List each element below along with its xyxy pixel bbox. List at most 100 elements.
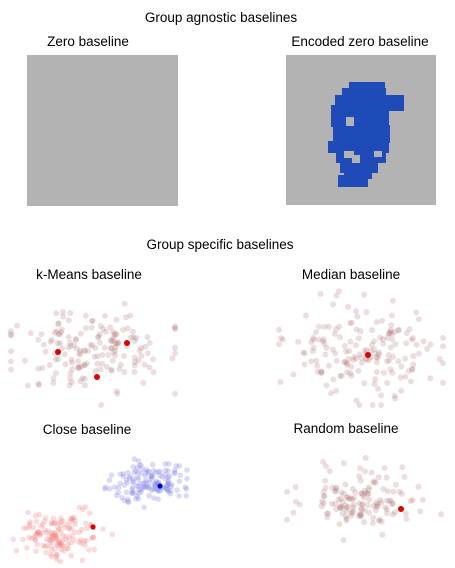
scatter-point (392, 341, 399, 348)
scatter-point (8, 366, 14, 373)
scatter-point (85, 347, 92, 354)
scatter-point (401, 473, 408, 480)
scatter-point (329, 346, 336, 353)
scatter-point (150, 467, 157, 474)
scatter-point (155, 488, 161, 494)
scatter-point (53, 537, 59, 544)
scatter-point (40, 521, 46, 528)
scatter-point (116, 366, 123, 372)
scatter-point (164, 486, 171, 493)
scatter-point (67, 342, 74, 349)
scatter-point (337, 495, 344, 502)
scatter-point (369, 327, 376, 334)
scatter-point (33, 518, 40, 525)
scatter-point (139, 466, 145, 472)
scatter-point (99, 352, 106, 358)
scatter-point (363, 356, 370, 363)
scatter-point (48, 553, 55, 560)
scatter-point (378, 499, 385, 506)
scatter-point (440, 379, 446, 386)
scatter-point (8, 328, 14, 335)
scatter-point (166, 461, 172, 467)
scatter-point (392, 509, 398, 516)
scatter-point (77, 378, 84, 385)
scatter-point (95, 333, 102, 340)
scatter-point (361, 380, 368, 387)
scatter-point (332, 500, 339, 507)
scatter-point (279, 336, 286, 343)
scatter-point (356, 402, 363, 408)
scatter-point (377, 334, 384, 341)
scatter-point (396, 488, 403, 495)
scatter-point (292, 484, 299, 490)
scatter-point (353, 397, 360, 404)
scatter-point (161, 485, 167, 491)
scatter-point (155, 469, 162, 475)
scatter-point (65, 545, 71, 552)
scatter-point (386, 357, 393, 364)
scatter-point (373, 354, 380, 361)
encoded-zero-baseline-label: Encoded zero baseline (291, 34, 429, 49)
scatter-point (387, 344, 394, 351)
scatter-point (410, 361, 417, 368)
scatter-point (67, 375, 74, 382)
scatter-point (350, 357, 357, 364)
scatter-point (374, 354, 381, 361)
scatter-point (314, 368, 321, 375)
scatter-point (60, 542, 66, 549)
scatter-point (113, 341, 120, 348)
scatter-point (293, 498, 299, 505)
scatter-point (52, 520, 58, 526)
scatter-point (344, 361, 351, 368)
scatter-point (375, 474, 382, 481)
scatter-point (343, 504, 350, 511)
kmeans-baseline-label: k-Means baseline (36, 267, 142, 282)
scatter-point (136, 347, 143, 354)
scatter-point (94, 353, 101, 360)
scatter-point (356, 473, 363, 480)
scatter-point (84, 525, 90, 531)
scatter-point (171, 470, 178, 476)
scatter-point (152, 480, 158, 486)
scatter-point (169, 355, 176, 362)
scatter-point (124, 479, 131, 486)
scatter-point (410, 353, 417, 360)
scatter-point (318, 370, 325, 377)
scatter-point (333, 387, 340, 394)
scatter-point (144, 350, 151, 357)
scatter-point (125, 469, 131, 476)
scatter-point (49, 534, 55, 540)
scatter-point (348, 363, 355, 370)
scatter-point (129, 490, 136, 497)
scatter-point (61, 351, 68, 358)
scatter-point (55, 331, 62, 338)
scatter-point (420, 338, 427, 345)
scatter-point (313, 329, 320, 336)
scatter-point (115, 489, 122, 496)
scatter-point (52, 546, 58, 552)
scatter-point (369, 520, 376, 526)
scatter-point (409, 366, 416, 373)
scatter-point (87, 510, 93, 516)
scatter-point (335, 496, 342, 503)
scatter-point (376, 349, 383, 356)
scatter-point (333, 506, 340, 513)
scatter-point (295, 338, 302, 345)
scatter-point (333, 485, 340, 492)
scatter-point (65, 344, 72, 351)
scatter-point (76, 351, 83, 358)
scatter-point (112, 347, 119, 354)
scatter-point (35, 380, 42, 387)
scatter-point (359, 501, 366, 508)
scatter-point (145, 485, 152, 491)
scatter-point (167, 488, 174, 494)
scatter-point (322, 477, 328, 484)
scatter-point (398, 363, 405, 370)
median-scatter (276, 288, 446, 408)
scatter-point (320, 500, 327, 507)
scatter-point (92, 345, 99, 351)
scatter-point (354, 313, 361, 320)
scatter-point (33, 548, 39, 554)
scatter-point (276, 341, 282, 348)
scatter-point (37, 532, 43, 539)
